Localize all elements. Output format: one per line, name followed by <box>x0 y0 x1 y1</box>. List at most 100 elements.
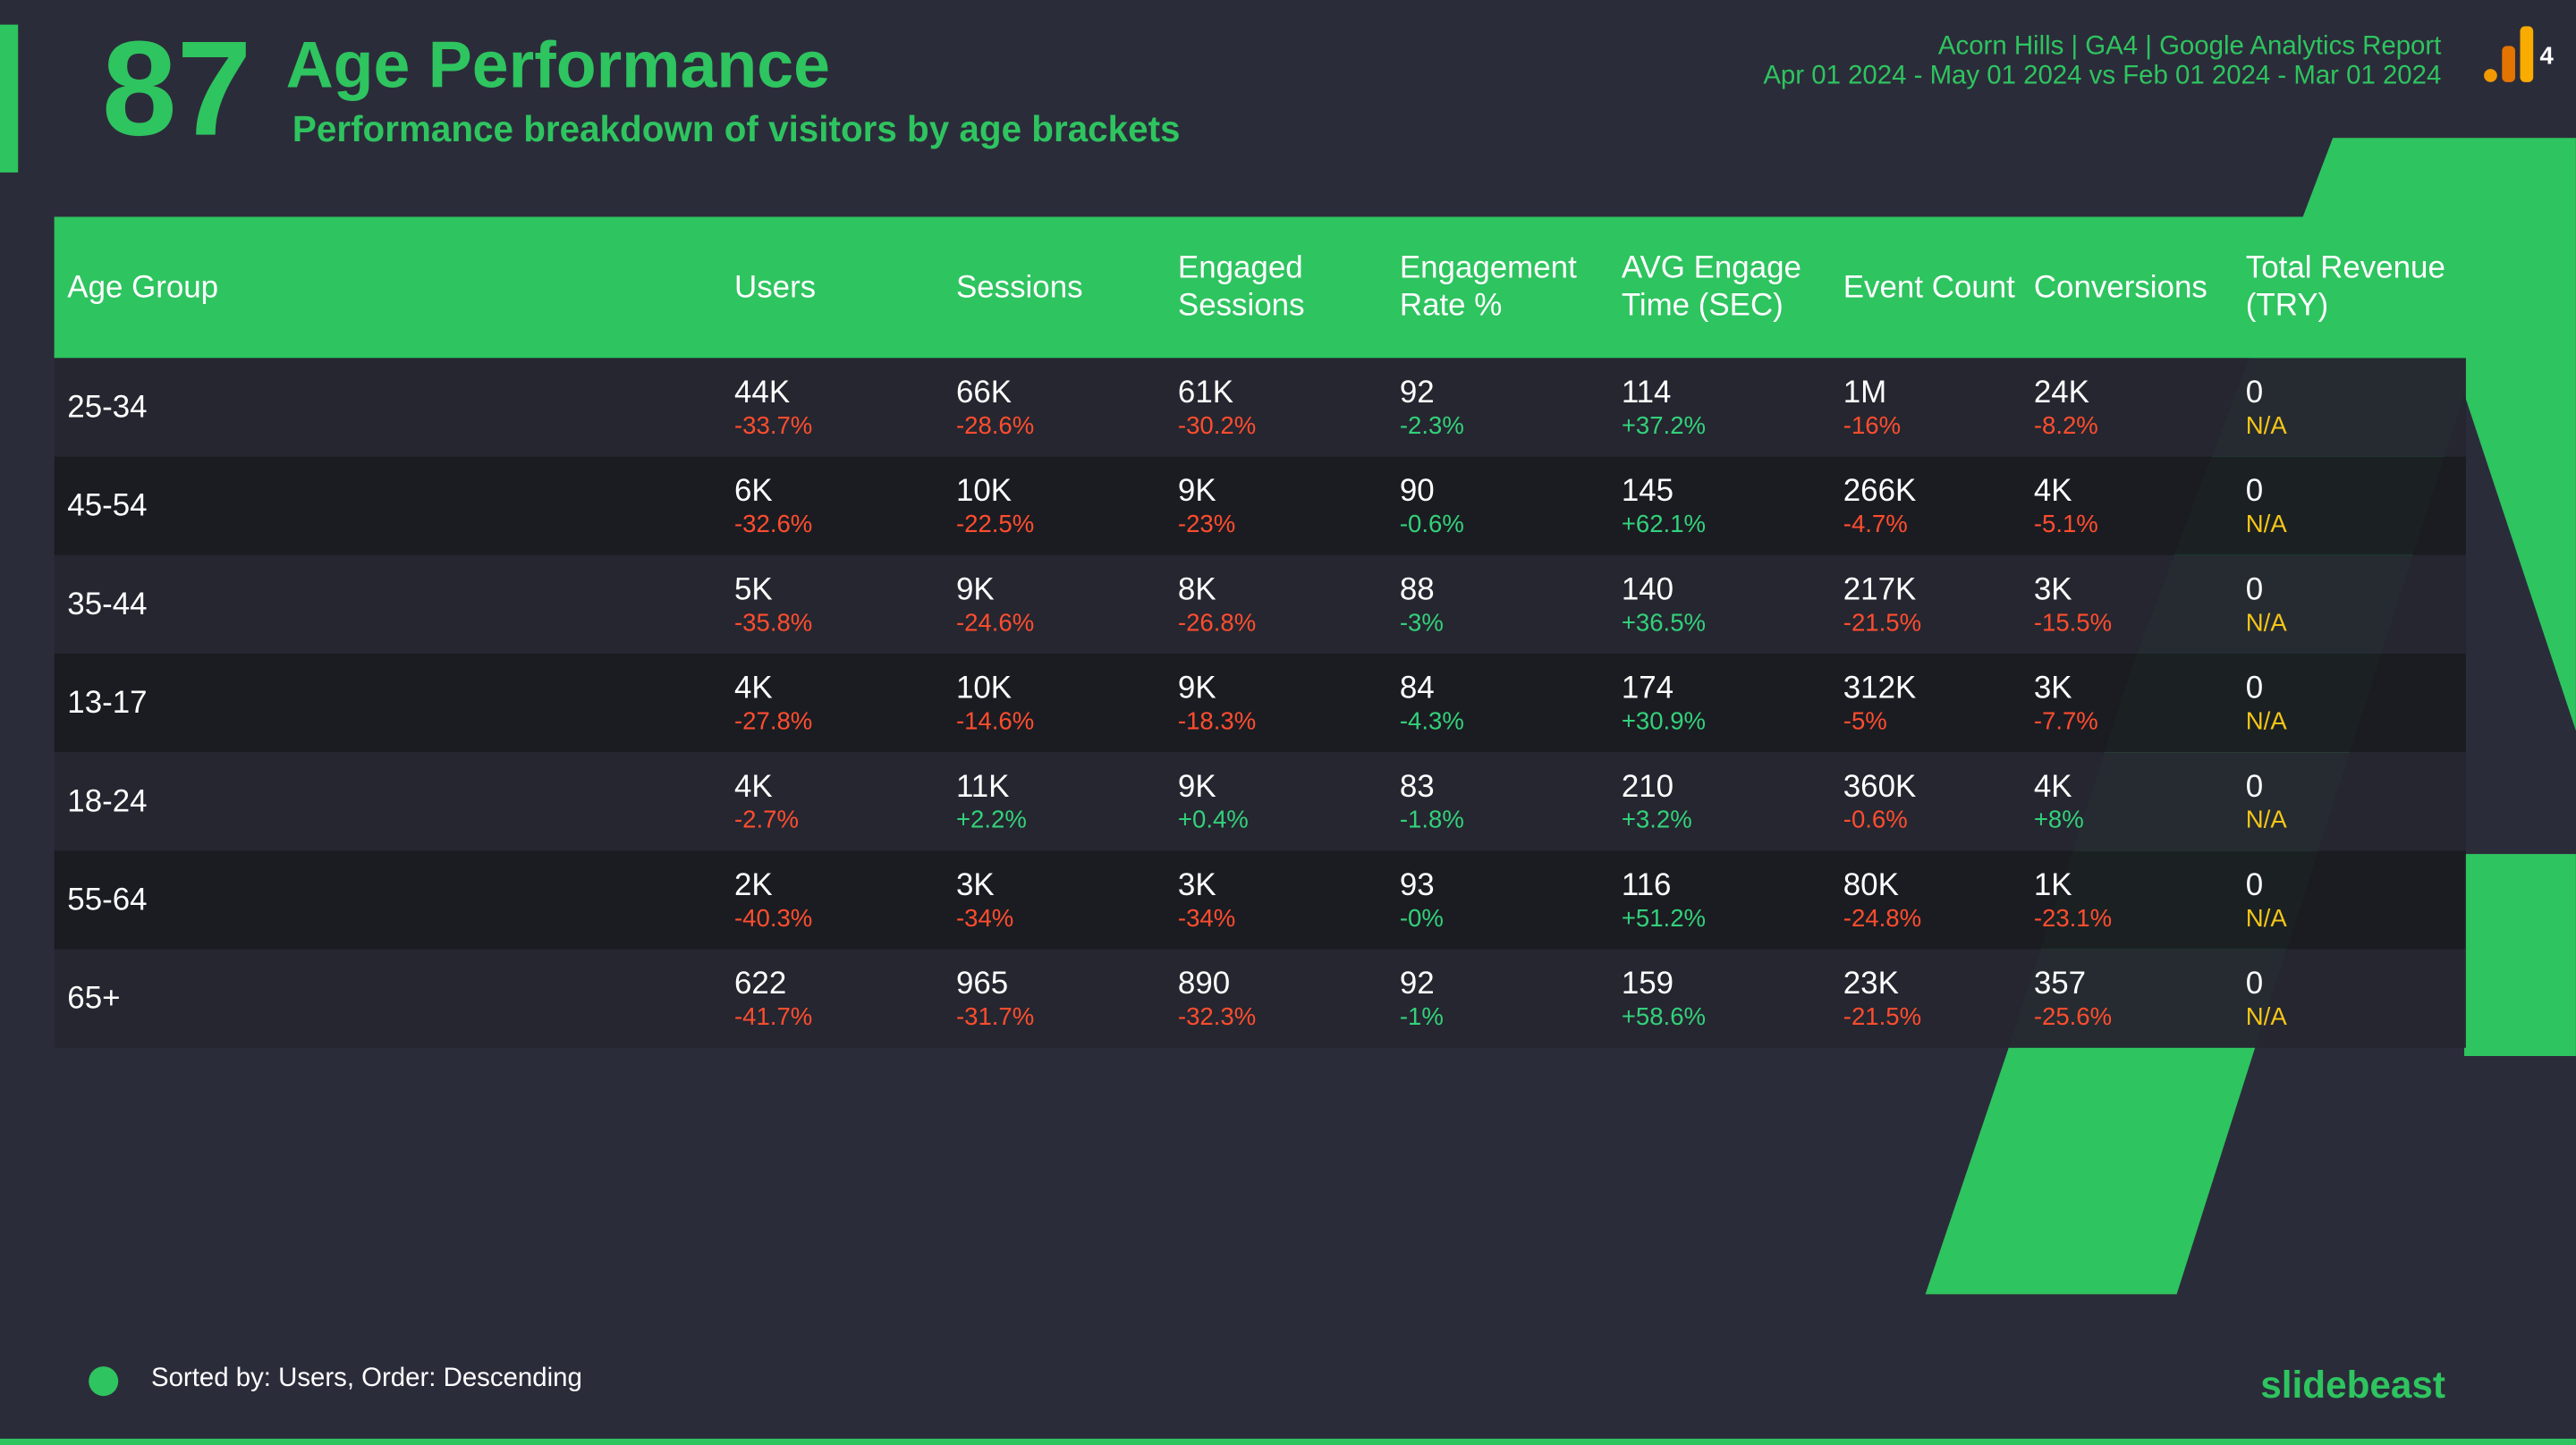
cell-change: N/A <box>2245 608 2287 637</box>
cell-change: N/A <box>2245 411 2287 440</box>
cell: 4K -27.8% <box>721 669 943 736</box>
cell: 312K -5% <box>1830 669 2021 736</box>
cell: 66K -28.6% <box>943 374 1165 441</box>
cell-change: -1.8% <box>1399 805 1464 834</box>
column-header: Engaged Sessions <box>1177 251 1305 324</box>
cell: 3K -7.7% <box>2021 669 2233 736</box>
cell: 9K -23% <box>1165 472 1386 539</box>
cell: 159 +58.6% <box>1608 965 1830 1032</box>
cell-change: +2.2% <box>955 805 1027 834</box>
cell-value: 217K <box>1843 572 1917 607</box>
cell-value: 0 <box>2245 867 2264 903</box>
cell: 217K -21.5% <box>1830 570 2021 638</box>
cell: 61K -30.2% <box>1165 374 1386 441</box>
cell: 83 -1.8% <box>1386 768 1608 835</box>
cell-value: 0 <box>2245 473 2264 509</box>
cell-value: 1K <box>2033 867 2072 903</box>
cell-change: -32.3% <box>1177 1002 1257 1031</box>
cell-value: 84 <box>1399 671 1435 706</box>
cell-change: -35.8% <box>734 608 813 637</box>
cell-value: 11K <box>955 769 1010 805</box>
cell-change: -8.2% <box>2033 411 2098 440</box>
cell-value: 266K <box>1843 473 1917 509</box>
cell: 116 +51.2% <box>1608 866 1830 934</box>
cell-change: -23% <box>1177 510 1236 538</box>
cell-value: 90 <box>1399 473 1435 509</box>
cell: 93 -0% <box>1386 866 1608 934</box>
cell-value: 174 <box>1621 671 1674 706</box>
cell: 0 N/A <box>2233 965 2466 1032</box>
cell-value: 890 <box>1177 966 1231 1001</box>
cell: 3K -34% <box>943 866 1165 934</box>
cell-value: 24K <box>2033 375 2089 410</box>
cell: 4K -5.1% <box>2021 472 2233 539</box>
cell-change: -18.3% <box>1177 706 1257 735</box>
cell: 90 -0.6% <box>1386 472 1608 539</box>
cell: 360K -0.6% <box>1830 768 2021 835</box>
cell-value: 9K <box>1177 769 1216 805</box>
cell-value: 92 <box>1399 375 1435 410</box>
cell-value: 0 <box>2245 671 2264 706</box>
cell: 4K -2.7% <box>721 768 943 835</box>
cell: 9K +0.4% <box>1165 768 1386 835</box>
cell-change: -5.1% <box>2033 510 2098 538</box>
table: Age Group Users Sessions Engaged Sessions En… <box>54 216 2466 1048</box>
cell-value: 93 <box>1399 867 1435 903</box>
cell-value: 5K <box>734 572 773 607</box>
cell-change: +0.4% <box>1177 805 1249 834</box>
cell-change: -25.6% <box>2033 1002 2113 1031</box>
cell-value: 10K <box>955 473 1013 509</box>
cell-change: -4.7% <box>1843 510 1908 538</box>
cell-value: 360K <box>1843 769 1917 805</box>
cell-change: N/A <box>2245 510 2287 538</box>
table-row: 18-24 4K -2.7% 11K +2.2% 9K +0.4% 83 -1.8% 210 +3.… <box>54 752 2466 851</box>
cell-value: 66K <box>955 375 1013 410</box>
cell-value: 0 <box>2245 375 2264 410</box>
dot <box>89 1366 119 1397</box>
cell: 92 -2.3% <box>1386 374 1608 441</box>
bg-shape <box>2464 854 2576 1056</box>
cell-change: -24.6% <box>955 608 1035 637</box>
cell: 2K -40.3% <box>721 866 943 934</box>
cell: 23K -21.5% <box>1830 965 2021 1032</box>
cell-value: 10K <box>955 671 1013 706</box>
cell: 890 -32.3% <box>1165 965 1386 1032</box>
cell-change: -0% <box>1399 904 1444 933</box>
logo <box>2484 69 2497 82</box>
cell-change: -31.7% <box>955 1002 1035 1031</box>
title: Age Performance <box>285 30 830 102</box>
column-header: Sessions <box>955 270 1083 305</box>
cell: 92 -1% <box>1386 965 1608 1032</box>
cell-change: -0.6% <box>1843 805 1908 834</box>
table-row: 55-64 2K -40.3% 3K -34% 3K -34% 93 -0% 116 +51.2% 8… <box>54 850 2466 950</box>
cell-value: 6K <box>734 473 773 509</box>
column-header: Total Revenue (TRY) <box>2245 251 2445 324</box>
cell: 9K -24.6% <box>943 570 1165 638</box>
cell-change: -22.5% <box>955 510 1035 538</box>
cell-change: +30.9% <box>1621 706 1707 735</box>
sort-note: Sorted by: Users, Order: Descending <box>150 1365 582 1393</box>
cell-change: -3% <box>1399 608 1444 637</box>
cell-change: +62.1% <box>1621 510 1707 538</box>
cell-change: -40.3% <box>734 904 813 933</box>
column-header: Conversions <box>2033 270 2207 305</box>
cell-change: N/A <box>2245 805 2287 834</box>
cell: 174 +30.9% <box>1608 669 1830 736</box>
age-group: 13-17 <box>67 685 148 721</box>
cell-change: -1% <box>1399 1002 1444 1031</box>
cell-change: N/A <box>2245 706 2287 735</box>
cell-change: -33.7% <box>734 411 813 440</box>
cell: 11K +2.2% <box>943 768 1165 835</box>
logo <box>2502 46 2515 82</box>
cell-value: 9K <box>955 572 995 607</box>
cell-change: -28.6% <box>955 411 1035 440</box>
cell: 24K -8.2% <box>2021 374 2233 441</box>
cell-value: 312K <box>1843 671 1917 706</box>
cell-value: 4K <box>2033 769 2072 805</box>
cell-value: 116 <box>1621 867 1672 903</box>
cell-value: 92 <box>1399 966 1435 1001</box>
cell: 266K -4.7% <box>1830 472 2021 539</box>
cell-change: +3.2% <box>1621 805 1692 834</box>
cell-value: 9K <box>1177 473 1216 509</box>
